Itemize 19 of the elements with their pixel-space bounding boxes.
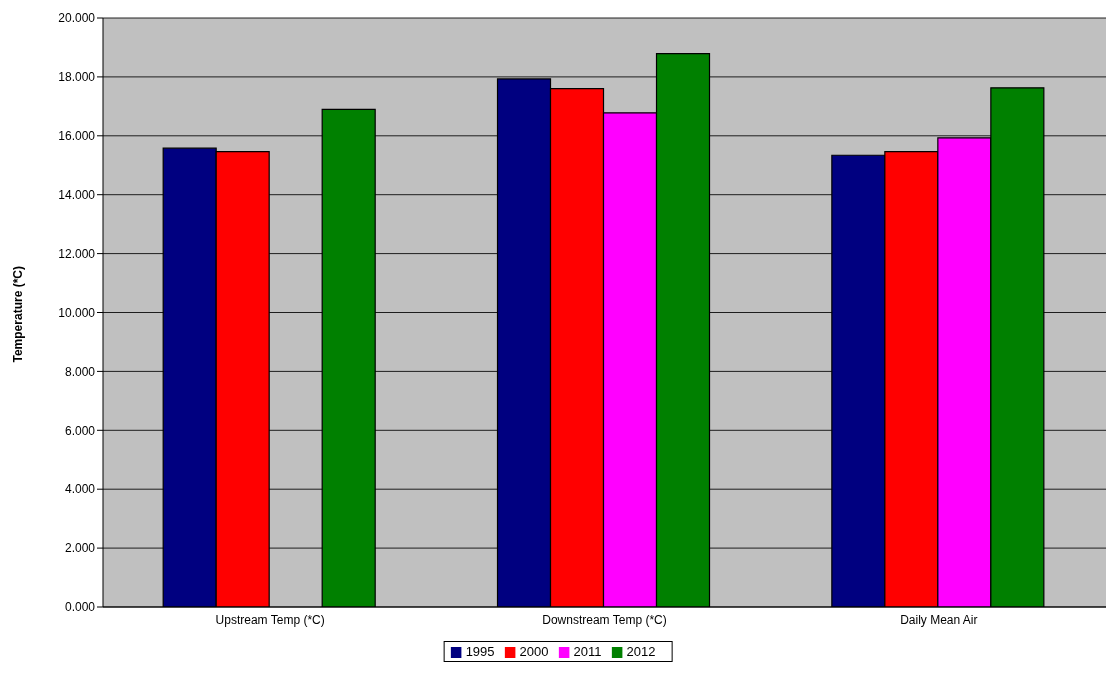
legend-label: 2012 [626, 644, 656, 659]
y-axis-title: Temperature (*C) [11, 266, 26, 363]
legend-label: 2000 [519, 644, 549, 659]
y-tick-label: 12.000 [58, 246, 96, 261]
y-tick-label: 20.000 [58, 11, 96, 26]
legend-label: 2011 [573, 644, 602, 659]
y-tick-label: 8.000 [64, 364, 96, 379]
y-tick-label: 6.000 [64, 423, 96, 438]
y-tick-label: 14.000 [58, 187, 96, 202]
x-tick-label: Daily Mean Air [900, 612, 978, 627]
x-tick-label: Upstream Temp (*C) [215, 612, 325, 627]
y-tick-label: 18.000 [58, 70, 96, 85]
y-tick-label: 4.000 [64, 482, 96, 497]
y-tick-label: 0.000 [64, 600, 96, 615]
y-tick-label: 2.000 [64, 541, 96, 556]
y-tick-label: 10.000 [58, 305, 96, 320]
x-tick-label: Downstream Temp (*C) [542, 612, 667, 627]
y-tick-label: 16.000 [58, 129, 96, 144]
legend-label: 1995 [465, 644, 495, 659]
